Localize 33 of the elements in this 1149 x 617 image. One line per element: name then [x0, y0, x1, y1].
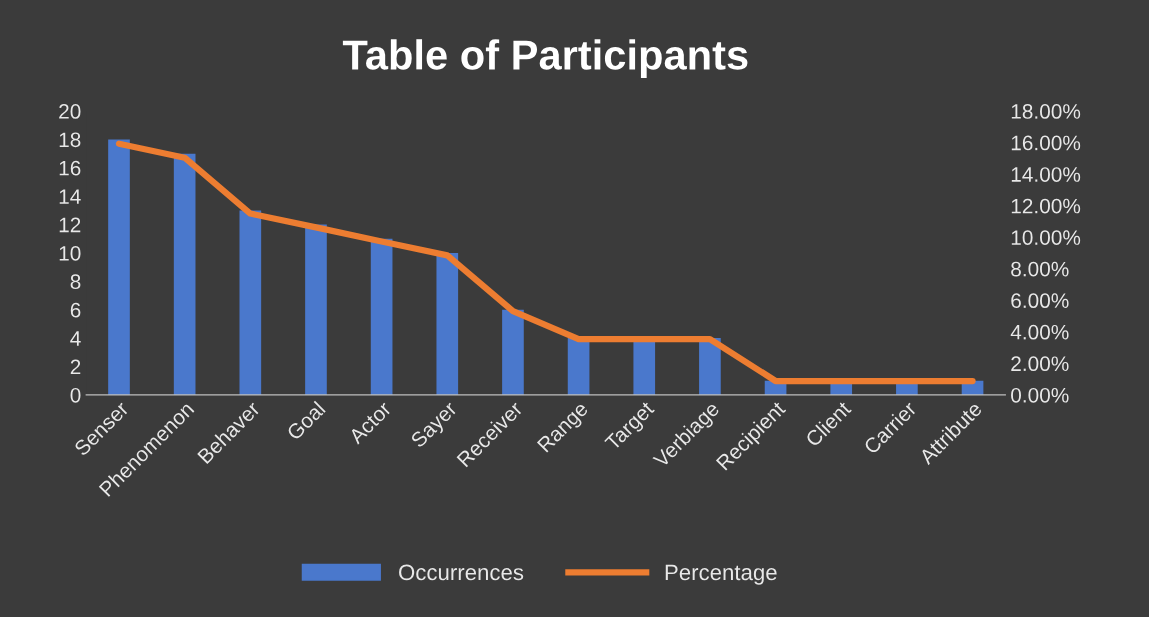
y-tick-label: 0 — [70, 387, 81, 403]
bar — [305, 224, 327, 395]
y2-tick-label: 18.00% — [1011, 104, 1081, 119]
y2-tick-label: 8.00% — [1011, 261, 1069, 277]
y-tick-label: 18 — [59, 132, 81, 148]
y-tick-label: 16 — [59, 160, 81, 176]
y-tick-label: 8 — [70, 274, 81, 290]
y2-tick-label: 16.00% — [1011, 135, 1081, 151]
y-tick-label: 14 — [59, 189, 81, 204]
bar — [239, 210, 262, 395]
y2-tick-label: 2.00% — [1011, 356, 1069, 372]
bar — [699, 338, 721, 395]
y-tick-label: 6 — [70, 302, 81, 318]
y2-tick-label: 4.00% — [1010, 324, 1069, 340]
y2-tick-label: 14.00% — [1011, 167, 1081, 182]
bar — [567, 338, 590, 395]
legend-label: Occurrences — [399, 564, 524, 581]
bar — [173, 153, 196, 395]
y2-tick-label: 10.00% — [1011, 230, 1081, 245]
legend-label: Percentage — [665, 564, 777, 585]
bar — [108, 139, 130, 395]
chart-title: Table of Participants — [342, 39, 748, 79]
y-tick-label: 12 — [59, 217, 81, 233]
y2-tick-label: 6.00% — [1011, 293, 1069, 309]
y-tick-label: 20 — [59, 104, 81, 119]
bar — [436, 252, 459, 395]
y2-tick-label: 12.00% — [1011, 198, 1081, 214]
y2-tick-label: 0.00% — [1011, 387, 1069, 403]
y-tick-label: 10 — [59, 245, 81, 261]
bar — [370, 238, 393, 395]
y-tick-label: 4 — [70, 331, 81, 346]
y-tick-label: 2 — [70, 359, 81, 375]
bar — [502, 309, 524, 395]
